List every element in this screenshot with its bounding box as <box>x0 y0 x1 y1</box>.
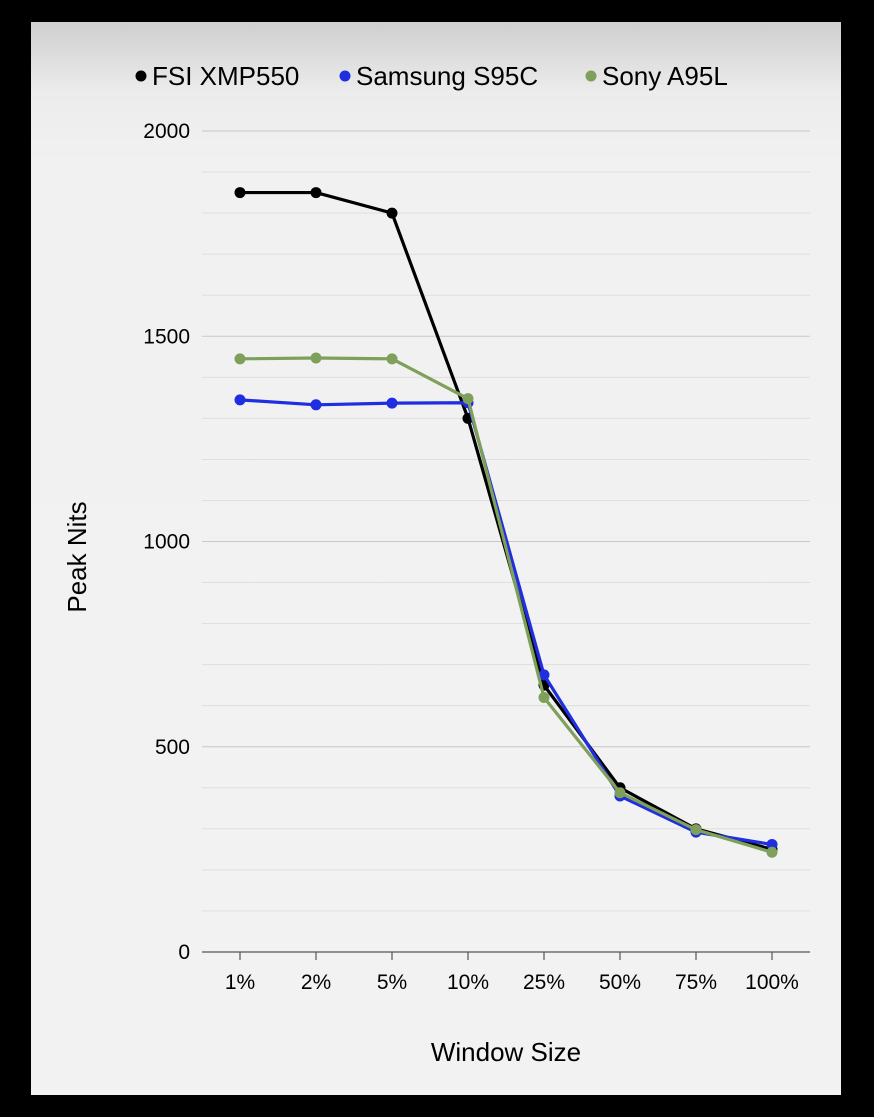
x-tick-label: 10% <box>447 971 489 994</box>
x-tick-label: 100% <box>745 971 799 994</box>
legend-item: Sony A95L <box>585 61 728 91</box>
y-tick-label: 500 <box>155 736 190 759</box>
y-tick-label: 1000 <box>143 531 190 554</box>
y-tick-label: 2000 <box>143 120 190 143</box>
legend-label: Sony A95L <box>602 61 728 91</box>
legend-label: Samsung S95C <box>356 61 538 91</box>
x-axis-title: Window Size <box>431 1037 581 1067</box>
legend-item: Samsung S95C <box>339 61 538 91</box>
x-tick-label: 50% <box>599 971 641 994</box>
series-line <box>238 356 774 854</box>
data-point <box>462 393 474 405</box>
data-point <box>310 187 322 199</box>
legend-item: FSI XMP550 <box>135 61 299 91</box>
y-axis-title: Peak Nits <box>62 501 92 612</box>
series-1 <box>234 394 778 850</box>
x-tick-labels: 1% 2% 5% 10% 25% 50% 75% 100% <box>225 971 799 994</box>
legend-label: FSI XMP550 <box>152 61 299 91</box>
series-lines <box>234 187 778 858</box>
chart-panel <box>31 22 841 1095</box>
data-point <box>310 352 322 364</box>
series-2 <box>234 352 778 858</box>
x-tick-label: 5% <box>377 971 407 994</box>
series-line <box>238 398 774 847</box>
data-point <box>386 353 398 365</box>
y-tick-label: 0 <box>178 941 190 964</box>
series-0 <box>234 187 778 855</box>
data-point <box>766 838 778 850</box>
data-point <box>310 399 322 411</box>
data-point <box>614 787 626 799</box>
y-tick-label: 1500 <box>143 325 190 348</box>
data-point <box>690 824 702 836</box>
legend: FSI XMP550 Samsung S95C Sony A95L <box>135 61 728 91</box>
data-point <box>386 397 398 409</box>
y-tick-labels: 0 500 1000 1500 2000 <box>143 120 190 964</box>
x-tick-label: 75% <box>675 971 717 994</box>
data-point <box>538 669 550 681</box>
data-point <box>538 691 550 703</box>
data-point <box>234 353 246 365</box>
x-tick-label: 25% <box>523 971 565 994</box>
legend-marker <box>135 70 147 82</box>
x-tick-label: 1% <box>225 971 255 994</box>
legend-marker <box>339 70 351 82</box>
legend-marker <box>585 70 597 82</box>
data-point <box>234 394 246 406</box>
gridlines <box>202 130 810 912</box>
data-point <box>386 207 398 219</box>
data-point <box>234 187 246 199</box>
data-point <box>766 846 778 858</box>
x-tick-label: 2% <box>301 971 331 994</box>
axes <box>202 951 810 960</box>
series-line <box>238 190 774 851</box>
